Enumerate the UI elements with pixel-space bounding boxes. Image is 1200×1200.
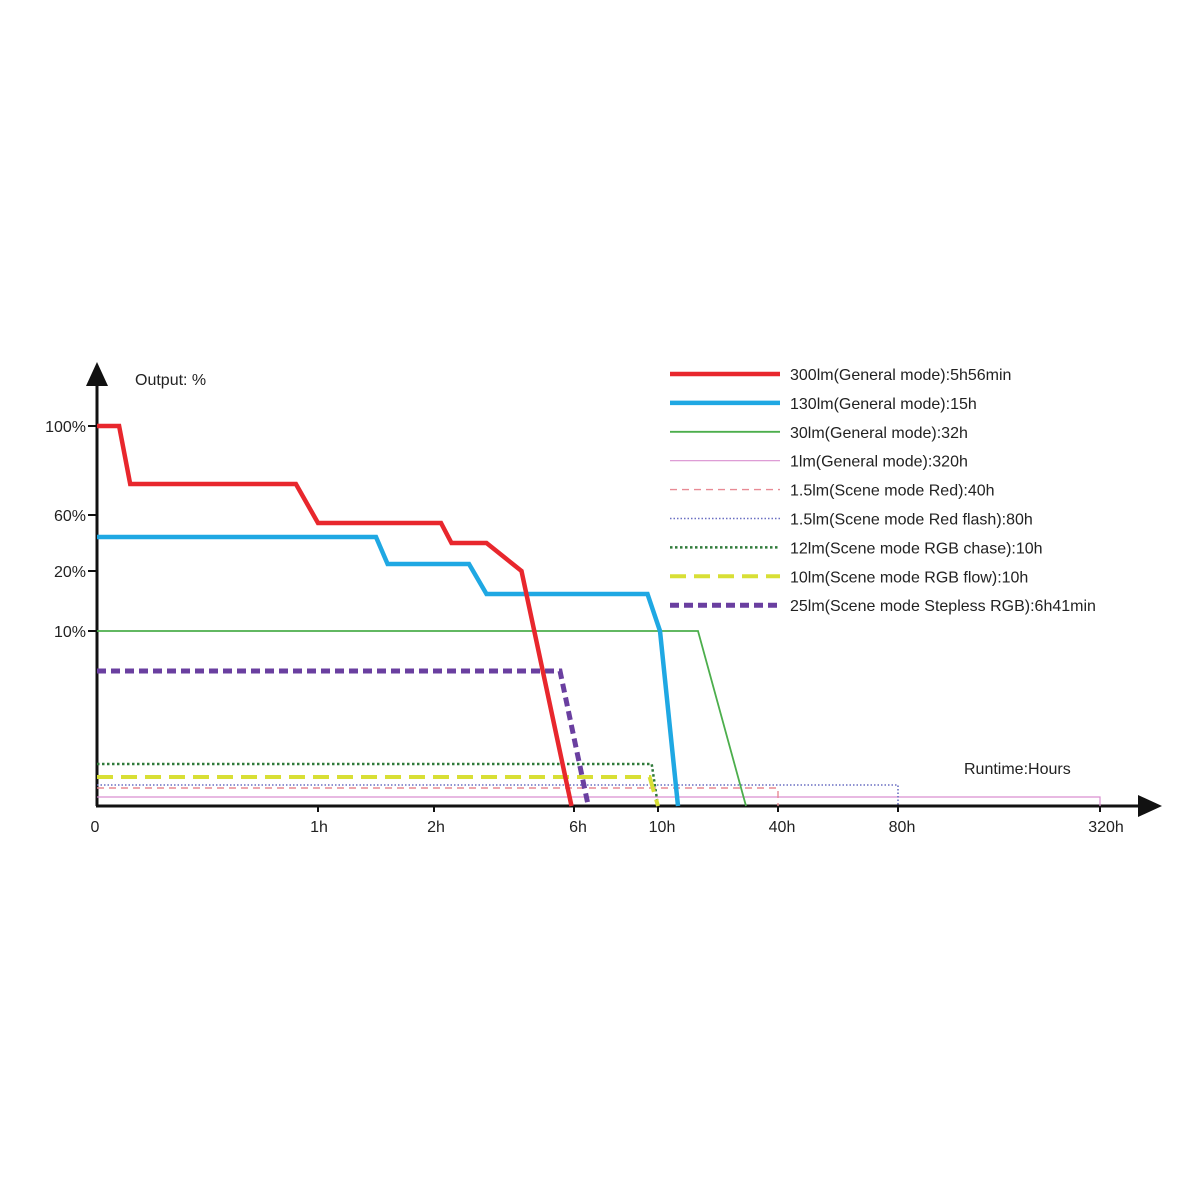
legend-label: 12lm(Scene mode RGB chase):10h	[790, 540, 1043, 557]
legend: 300lm(General mode):5h56min 130lm(General…	[670, 367, 1096, 615]
y-tick-label: 100%	[45, 419, 86, 436]
x-tick-label: 6h	[569, 819, 587, 836]
legend-label: 1lm(General mode):320h	[790, 454, 968, 471]
y-tick-label: 10%	[54, 624, 86, 641]
x-tick-label: 10h	[649, 819, 676, 836]
x-tick-label: 320h	[1088, 819, 1124, 836]
legend-label: 10lm(Scene mode RGB flow):10h	[790, 569, 1028, 586]
axes	[86, 362, 1162, 817]
series-line-4	[97, 796, 1101, 806]
x-ticks: 0 1h 2h 6h 10h 40h 80h 320h	[91, 806, 1124, 836]
series-line-6	[97, 784, 899, 806]
x-tick-label: 2h	[427, 819, 445, 836]
x-axis-arrow-icon	[1138, 795, 1162, 817]
x-tick-label: 80h	[889, 819, 916, 836]
y-axis-title: Output: %	[135, 372, 206, 389]
series	[97, 423, 1101, 807]
x-tick-label: 0	[91, 819, 100, 836]
x-tick-label: 40h	[769, 819, 796, 836]
series-line-9	[97, 668, 591, 807]
legend-label: 25lm(Scene mode Stepless RGB):6h41min	[790, 598, 1096, 615]
legend-label: 300lm(General mode):5h56min	[790, 367, 1011, 384]
x-axis-title: Runtime:Hours	[964, 761, 1071, 778]
y-tick-label: 60%	[54, 508, 86, 525]
series-line-2	[97, 534, 681, 807]
y-axis-arrow-icon	[86, 362, 108, 386]
series-line-8	[97, 775, 660, 807]
y-tick-label: 20%	[54, 564, 86, 581]
legend-label: 130lm(General mode):15h	[790, 396, 977, 413]
legend-label: 1.5lm(Scene mode Red flash):80h	[790, 512, 1033, 529]
y-ticks: 100% 60% 20% 10%	[45, 419, 97, 641]
legend-label: 30lm(General mode):32h	[790, 425, 968, 442]
series-line-3	[97, 630, 747, 807]
series-line-1	[97, 423, 574, 807]
x-tick-label: 1h	[310, 819, 328, 836]
legend-label: 1.5lm(Scene mode Red):40h	[790, 483, 995, 500]
